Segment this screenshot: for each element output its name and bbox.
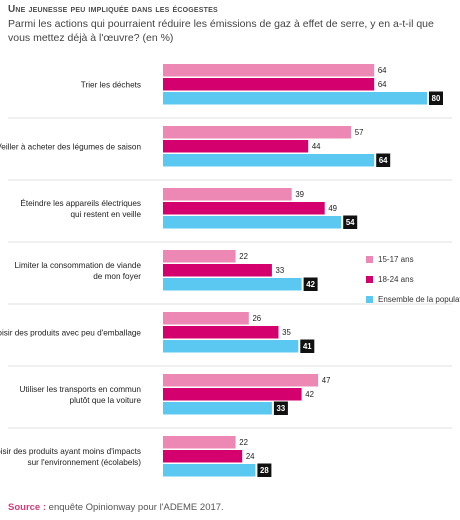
data-label: 33	[276, 266, 285, 275]
bar	[163, 326, 279, 339]
chart-legend: 15-17 ans 18-24 ans Ensemble de la populat…	[366, 252, 460, 312]
bar	[163, 126, 352, 139]
category-label: Éteindre les appareils électriques	[20, 198, 141, 208]
value-box	[303, 277, 318, 291]
category-label: Choisir des produits ayant moins d'impac…	[0, 447, 141, 456]
data-label: 64	[379, 156, 388, 165]
data-label: 57	[355, 128, 364, 137]
bar	[163, 264, 272, 277]
value-box	[273, 401, 288, 415]
data-label: 64	[378, 66, 387, 75]
bar	[163, 202, 325, 215]
value-box	[429, 91, 443, 105]
chart-title: Une jeunesse peu impliquée dans les écog…	[8, 4, 218, 15]
data-label: 42	[305, 390, 314, 399]
category-label: plutôt que la voiture	[70, 396, 142, 405]
legend-label: 15-17 ans	[378, 255, 414, 264]
data-label: 54	[346, 218, 355, 227]
data-label: 80	[432, 94, 441, 103]
source-label: Source :	[8, 502, 47, 513]
value-box	[257, 463, 272, 477]
data-label: 49	[328, 204, 337, 213]
category-label: sur l'environnement (écolabels)	[27, 458, 141, 467]
bar	[163, 188, 292, 201]
bar	[163, 216, 342, 229]
data-label: 39	[295, 190, 304, 199]
category-label: qui restent en veille	[70, 210, 141, 219]
category-label: Trier les déchets	[81, 80, 141, 89]
bar	[163, 140, 309, 153]
legend-label: 18-24 ans	[378, 275, 414, 284]
value-box	[343, 215, 358, 229]
bar	[163, 374, 319, 387]
source-text: enquête Opinionway pour l'ADEME 2017.	[46, 502, 224, 513]
data-label: 42	[306, 280, 315, 289]
bar	[163, 436, 236, 449]
category-label: Limiter la consommation de viande	[14, 261, 141, 270]
bar	[163, 92, 427, 105]
data-label: 33	[277, 404, 286, 413]
bar	[163, 250, 236, 263]
value-box	[376, 153, 391, 167]
bar	[163, 450, 243, 463]
category-label: Choisir des produits avec peu d'emballag…	[0, 328, 141, 337]
data-label: 44	[312, 142, 321, 151]
data-label: 28	[260, 466, 269, 475]
value-box	[300, 339, 315, 353]
category-label: Utiliser les transports en commun	[20, 385, 142, 394]
bar	[163, 78, 375, 91]
legend-label: Ensemble de la population	[378, 295, 460, 304]
data-label: 22	[239, 252, 248, 261]
source-note: Source : enquête Opinionway pour l'ADEME…	[8, 502, 448, 513]
bar	[163, 388, 302, 401]
data-label: 24	[246, 452, 255, 461]
bar	[163, 278, 302, 291]
data-label: 35	[282, 328, 291, 337]
data-label: 47	[322, 376, 331, 385]
bar	[163, 64, 375, 77]
legend-swatch	[366, 296, 373, 303]
chart-subtitle: Parmi les actions qui pourraient réduire…	[8, 18, 434, 44]
legend-item: 18-24 ans	[366, 272, 460, 287]
data-label: 41	[303, 342, 312, 351]
bar	[163, 402, 272, 415]
legend-item: Ensemble de la population	[366, 292, 460, 307]
bar	[163, 312, 249, 325]
data-label: 26	[252, 314, 261, 323]
category-label: Veiller à acheter des légumes de saison	[0, 142, 141, 151]
bar	[163, 464, 256, 477]
category-label: de mon foyer	[93, 272, 141, 281]
bar	[163, 340, 299, 353]
data-label: 22	[239, 438, 248, 447]
legend-swatch	[366, 276, 373, 283]
legend-item: 15-17 ans	[366, 252, 460, 267]
bar	[163, 154, 375, 167]
data-label: 64	[378, 80, 387, 89]
legend-swatch	[366, 256, 373, 263]
